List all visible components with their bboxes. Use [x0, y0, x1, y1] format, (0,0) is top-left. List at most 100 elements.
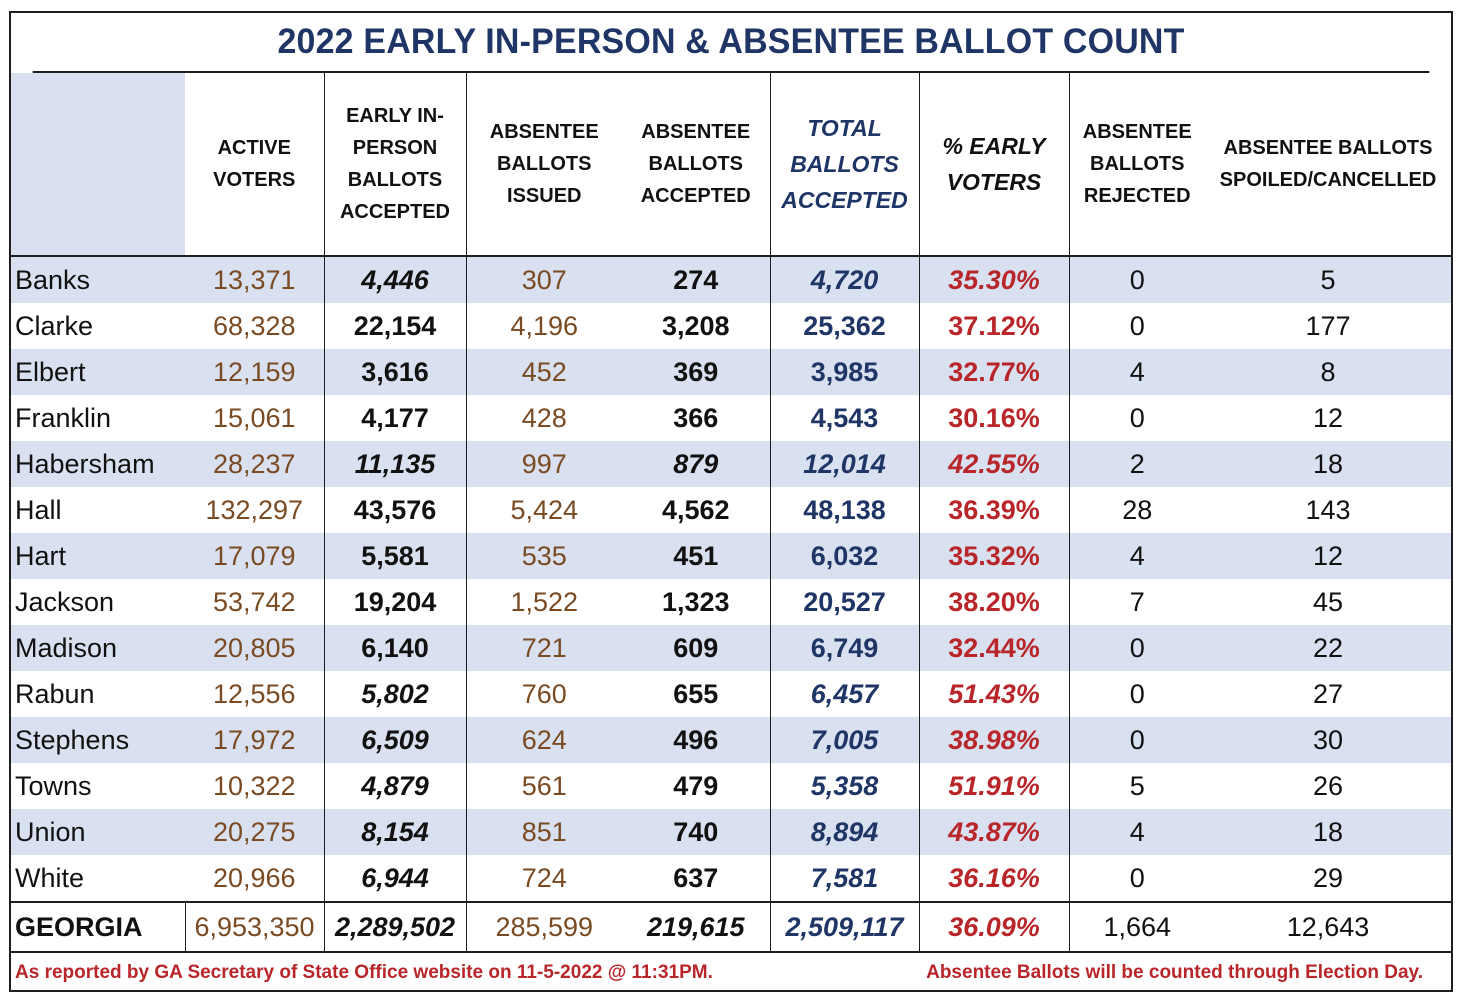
cell-county: White [15, 862, 85, 893]
cell-pct-early: 37.12% [918, 303, 1069, 349]
table-row: Union 20,275 8,154 851 740 8,894 43.87% 4 18 [11, 809, 1451, 855]
cell-absentee-spoiled: 18 [1205, 441, 1451, 487]
cell-active-voters: 13,371 [185, 256, 324, 303]
total-early-in-person: 2,289,502 [323, 901, 466, 953]
cell-county: Banks [11, 256, 185, 303]
cell-absentee-accepted: 740 [622, 809, 770, 855]
cell-absentee-accepted: 451 [622, 533, 770, 579]
cell-early-in-person: 5,802 [323, 671, 466, 717]
table-row: Rabun 12,556 5,802 760 655 6,457 51.43% 0 27 [11, 671, 1451, 717]
cell-absentee-rejected: 4 [1068, 533, 1205, 579]
table-row: Banks 13,371 4,446 307 274 4,720 35.30% 0 5 [11, 256, 1451, 303]
cell-early-in-person: 19,204 [323, 579, 466, 625]
cell-pct-early: 36.39% [918, 487, 1069, 533]
cell-absentee-accepted: 609 [622, 625, 770, 671]
cell-early-in-person: 5,581 [323, 533, 466, 579]
cell-absentee-accepted: 655 [673, 678, 719, 709]
cell-absentee-accepted: 366 [673, 402, 719, 433]
cell-absentee-rejected: 28 [1068, 487, 1205, 533]
table-row: Madison 20,805 6,140 721 609 6,749 32.44% 0 22 [11, 625, 1451, 671]
cell-pct-early: 51.43% [918, 671, 1069, 717]
cell-active-voters: 20,805 [185, 625, 324, 671]
cell-absentee-spoiled: 45 [1312, 586, 1344, 617]
cell-pct-early: 42.55% [918, 441, 1069, 487]
page-title: 2022 EARLY IN-PERSON & ABSENTEE BALLOT C… [32, 13, 1430, 73]
cell-absentee-spoiled: 18 [1205, 809, 1451, 855]
header-early-in-person: EARLY IN-PERSON BALLOTS ACCEPTED [323, 73, 466, 257]
total-county: GEORGIA [11, 901, 185, 953]
cell-active-voters: 20,966 [212, 862, 296, 893]
cell-absentee-accepted: 369 [622, 349, 770, 395]
cell-absentee-issued: 624 [465, 717, 622, 763]
cell-early-in-person: 6,944 [323, 855, 466, 902]
total-absentee-rejected: 1,664 [1068, 901, 1205, 953]
cell-absentee-spoiled: 8 [1205, 349, 1451, 395]
table-row: Towns 10,322 4,879 561 479 5,358 51.91% 5 26 [11, 763, 1451, 809]
ballot-count-sheet: 2022 EARLY IN-PERSON & ABSENTEE BALLOT C… [9, 11, 1453, 992]
cell-absentee-rejected: 0 [1068, 855, 1205, 902]
cell-pct-early: 43.87% [918, 809, 1069, 855]
cell-absentee-rejected: 5 [1068, 763, 1205, 809]
cell-absentee-rejected: 0 [1068, 625, 1205, 671]
cell-active-voters: 28,237 [185, 441, 324, 487]
ballot-table: ACTIVE VOTERS EARLY IN-PERSON BALLOTS AC… [11, 73, 1451, 953]
header-pct-early: % EARLY VOTERS [918, 73, 1069, 257]
cell-active-voters: 20,275 [185, 809, 324, 855]
cell-active-voters: 12,556 [212, 678, 296, 709]
total-row: GEORGIA 6,953,350 2,289,502 285,599 219,615 2… [11, 901, 1451, 953]
cell-pct-early: 38.20% [918, 579, 1069, 625]
cell-absentee-rejected: 7 [1068, 579, 1205, 625]
cell-active-voters: 132,297 [205, 494, 304, 525]
cell-active-voters: 10,322 [212, 770, 296, 801]
cell-absentee-spoiled: 27 [1312, 678, 1344, 709]
cell-pct-early: 51.91% [918, 763, 1069, 809]
cell-county: Habersham [11, 441, 185, 487]
cell-absentee-rejected: 0 [1068, 303, 1205, 349]
header-absentee-rejected: ABSENTEE BALLOTS REJECTED [1068, 73, 1205, 257]
header-absentee-accepted: ABSENTEE BALLOTS ACCEPTED [622, 73, 770, 257]
cell-total-accepted: 5,358 [769, 763, 919, 809]
cell-total-accepted: 12,014 [769, 441, 919, 487]
cell-absentee-spoiled: 5 [1205, 256, 1451, 303]
cell-absentee-spoiled: 30 [1205, 717, 1451, 763]
cell-early-in-person: 6,509 [323, 717, 466, 763]
cell-pct-early: 35.32% [918, 533, 1069, 579]
cell-absentee-issued: 452 [465, 349, 622, 395]
cell-active-voters: 68,328 [212, 310, 296, 341]
table-row: White 20,966 6,944 724 637 7,581 36.16% 0 29 [11, 855, 1451, 902]
table-row: Hall 132,297 43,576 5,424 4,562 48,138 36.39% 2… [11, 487, 1451, 533]
cell-county: Madison [11, 625, 185, 671]
cell-county: Jackson [15, 586, 115, 617]
cell-pct-early: 38.98% [918, 717, 1069, 763]
cell-absentee-spoiled: 177 [1305, 310, 1351, 341]
total-total-accepted: 2,509,117 [769, 901, 919, 953]
cell-active-voters: 12,159 [185, 349, 324, 395]
cell-total-accepted: 8,894 [769, 809, 919, 855]
cell-absentee-spoiled: 29 [1312, 862, 1344, 893]
cell-absentee-rejected: 4 [1068, 349, 1205, 395]
cell-early-in-person: 11,135 [323, 441, 466, 487]
cell-county: Towns [15, 770, 92, 801]
cell-active-voters: 17,972 [185, 717, 324, 763]
cell-total-accepted: 7,581 [769, 855, 919, 902]
cell-absentee-accepted: 879 [622, 441, 770, 487]
cell-absentee-issued: 4,196 [465, 303, 622, 349]
cell-absentee-issued: 1,522 [465, 579, 622, 625]
cell-absentee-rejected: 0 [1068, 256, 1205, 303]
cell-absentee-spoiled: 143 [1305, 494, 1351, 525]
cell-absentee-accepted: 637 [673, 862, 719, 893]
cell-active-voters: 15,061 [212, 402, 296, 433]
cell-county: Union [11, 809, 185, 855]
table-row: Stephens 17,972 6,509 624 496 7,005 38.98% 0 30 [11, 717, 1451, 763]
total-active-voters: 6,953,350 [184, 901, 324, 953]
cell-absentee-issued: 535 [465, 533, 622, 579]
cell-absentee-spoiled: 26 [1312, 770, 1344, 801]
cell-early-in-person: 8,154 [323, 809, 466, 855]
cell-early-in-person: 43,576 [323, 487, 466, 533]
header-county [11, 73, 185, 257]
cell-total-accepted: 20,527 [769, 579, 919, 625]
cell-county: Hall [15, 494, 62, 525]
table-row: Franklin 15,061 4,177 428 366 4,543 30.16% 0 12 [11, 395, 1451, 441]
cell-absentee-rejected: 0 [1068, 395, 1205, 441]
cell-absentee-rejected: 0 [1068, 671, 1205, 717]
